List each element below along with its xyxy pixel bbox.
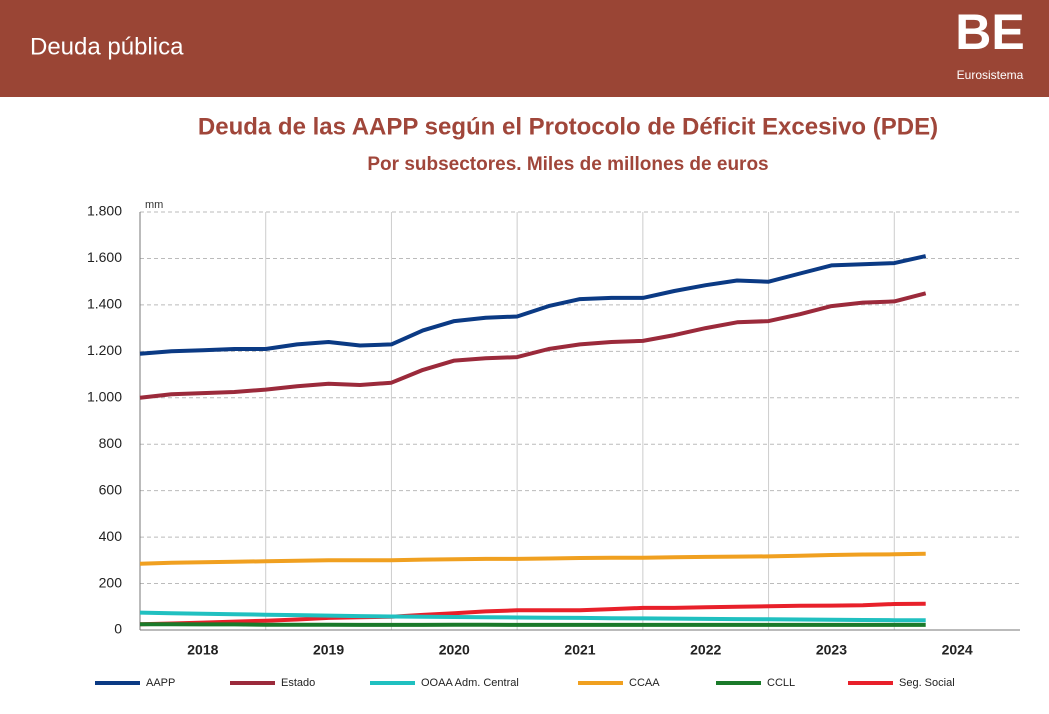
header-bar	[0, 0, 1049, 97]
x-tick-label: 2022	[690, 642, 721, 658]
header-title: Deuda pública	[30, 33, 184, 60]
y-tick-label: 1.200	[87, 342, 122, 358]
series-line	[139, 601, 926, 627]
y-tick-label: 0	[114, 621, 122, 637]
y-tick-label: 1.400	[87, 296, 122, 312]
y-unit: mm	[145, 199, 163, 211]
y-tick-label: 200	[99, 574, 123, 590]
x-tick-label: 2024	[942, 642, 973, 658]
series-line	[139, 610, 926, 623]
logo-subtitle: Eurosistema	[957, 68, 1024, 82]
chart-title: Deuda de las AAPP según el Protocolo de …	[198, 113, 938, 140]
chart-subtitle: Por subsectores. Miles de millones de eu…	[367, 154, 768, 175]
series-line	[139, 551, 926, 566]
y-tick-label: 600	[99, 481, 123, 497]
legend-label: Seg. Social	[899, 677, 955, 689]
x-tick-label: 2023	[816, 642, 847, 658]
x-tick-label: 2020	[439, 642, 470, 658]
y-tick-label: 800	[99, 435, 123, 451]
legend-label: OOAA Adm. Central	[421, 677, 519, 689]
legend-label: CCLL	[767, 677, 795, 689]
x-tick-label: 2021	[564, 642, 595, 658]
y-tick-label: 1.800	[87, 203, 122, 219]
series-line	[140, 622, 926, 627]
legend-label: Estado	[281, 677, 315, 689]
y-tick-label: 1.000	[87, 388, 122, 404]
y-tick-label: 1.600	[87, 249, 122, 265]
legend-label: AAPP	[146, 677, 175, 689]
series-line	[139, 254, 927, 356]
x-tick-label: 2018	[187, 642, 218, 658]
y-tick-label: 400	[99, 528, 123, 544]
x-tick-label: 2019	[313, 642, 344, 658]
series-line	[139, 291, 927, 400]
logo: BE	[955, 4, 1024, 60]
legend-label: CCAA	[629, 677, 660, 689]
